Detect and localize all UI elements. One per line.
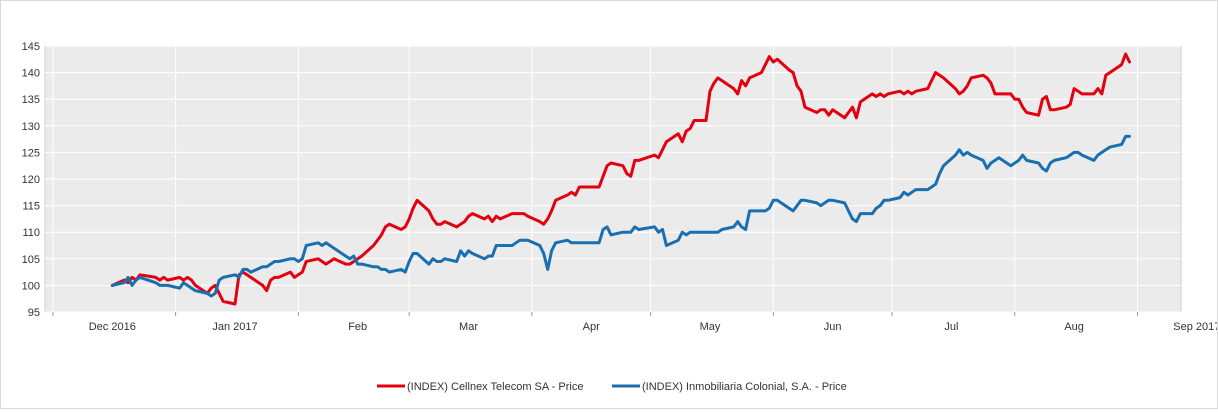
x-axis-ticks: Dec 2016 Jan 2017 Feb Mar Apr May Jun Jul Aug Sep… (52, 312, 1218, 333)
x-tick-label: Jan 2017 (212, 321, 257, 333)
series-lines (110, 52, 1131, 306)
y-tick-label: 135 (22, 94, 40, 106)
series-line-2 (110, 134, 1131, 298)
y-tick-label: 145 (22, 41, 40, 53)
y-tick-label: 130 (22, 121, 40, 133)
y-tick-label: 110 (22, 227, 40, 239)
y-tick-label: 95 (28, 307, 40, 319)
x-tick-label: Jul (944, 321, 958, 333)
y-tick-label: 105 (22, 254, 40, 266)
x-tick-label: Mar (459, 321, 478, 333)
x-tick-label: Feb (348, 321, 367, 333)
x-tick-label: Jun (824, 321, 842, 333)
x-tick-label: Dec 2016 (89, 321, 136, 333)
x-tick-label: Sep 2017 (1173, 321, 1217, 333)
legend: (INDEX) Cellnex Telecom SA - Price (INDEX… (377, 381, 847, 393)
x-tick-label: Apr (583, 321, 600, 333)
x-tick-label: May (700, 321, 721, 333)
series-line-1 (110, 52, 1131, 306)
y-tick-label: 140 (22, 68, 40, 80)
y-tick-label: 120 (22, 174, 40, 186)
legend-label-2: (INDEX) Inmobiliaria Colonial, S.A. - Pr… (642, 381, 847, 393)
y-axis-ticks: 95 100 105 110 115 120 125 130 135 140 145 (22, 41, 40, 319)
y-tick-label: 100 (22, 280, 40, 292)
y-tick-label: 115 (22, 201, 40, 213)
y-tick-label: 125 (22, 147, 40, 159)
legend-label-1: (INDEX) Cellnex Telecom SA - Price (407, 381, 583, 393)
grid-lines (45, 45, 1181, 313)
x-tick-label: Aug (1064, 321, 1084, 333)
